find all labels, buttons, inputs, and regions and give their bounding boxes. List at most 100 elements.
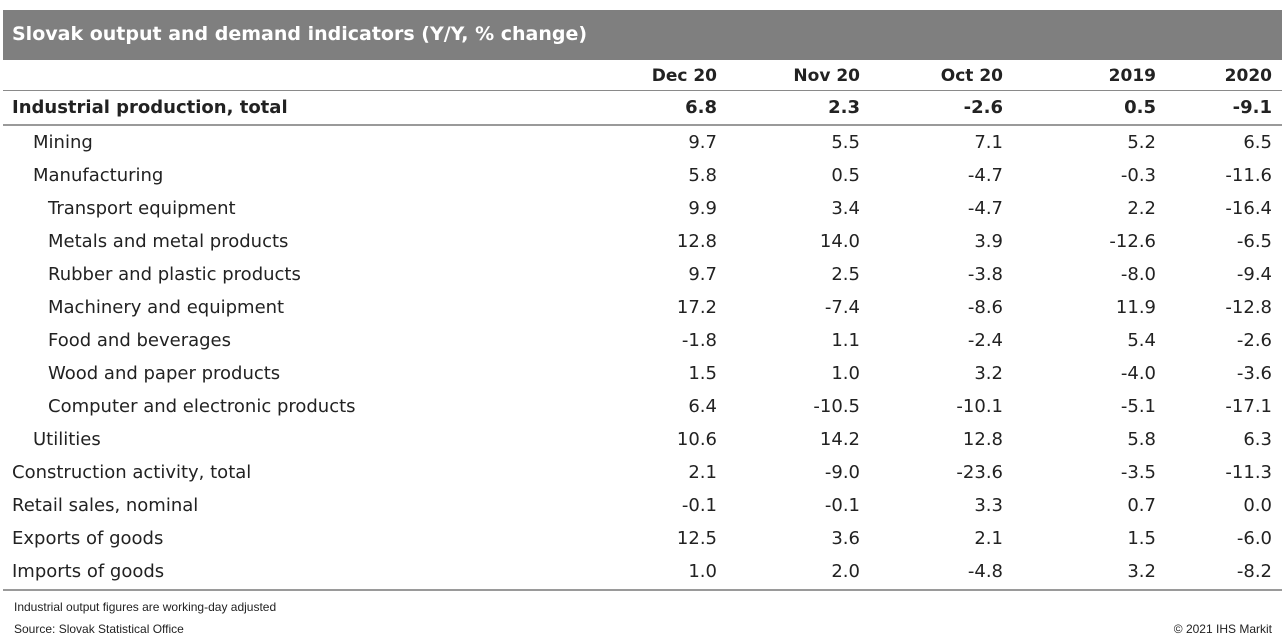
table-cell: 9.9 [688,198,717,219]
row-label: Retail sales, nominal [12,495,199,516]
column-header: Oct 20 [940,65,1003,86]
row-label: Food and beverages [48,330,232,351]
table-cell: 12.5 [676,528,717,549]
table-row: Food and beverages -1.8 1.1 -2.4 5.4 -2.… [3,324,1282,357]
table-row: Transport equipment 9.9 3.4 -4.7 2.2 -16… [3,192,1282,225]
table-row: Construction activity, total 2.1 -9.0 -2… [3,456,1282,489]
table-cell: -23.6 [956,462,1003,483]
table-cell: 6.3 [1243,429,1272,450]
table-cell: 7.1 [974,132,1003,153]
table-cell: -5.1 [1120,396,1156,417]
table-cell: -7.4 [824,297,860,318]
table-row: Rubber and plastic products 9.7 2.5 -3.8… [3,258,1282,291]
table-cell: 14.0 [819,231,860,252]
table-cell: 5.4 [1127,330,1156,351]
table-cell: -0.1 [824,495,860,516]
table-cell: 5.8 [1127,429,1156,450]
column-header: 2019 [1108,65,1156,86]
table-cell: -3.8 [967,264,1003,285]
table-row: Utilities 10.6 14.2 12.8 5.8 6.3 [3,423,1282,456]
column-header-row: Dec 20 Nov 20 Oct 20 2019 2020 [3,61,1282,91]
table-cell: -0.1 [681,495,717,516]
table-cell: 6.8 [685,97,717,118]
table-cell: 2.1 [974,528,1003,549]
row-label: Computer and electronic products [48,396,356,417]
table-cell: 3.9 [974,231,1003,252]
table-title: Slovak output and demand indicators (Y/Y… [3,10,1282,60]
table-cell: 1.0 [688,561,717,582]
table-cell: 3.6 [831,528,860,549]
table-cell: 9.7 [688,132,717,153]
source-note: Source: Slovak Statistical Office [14,622,184,636]
table-cell: 0.5 [1124,97,1156,118]
table-cell: -9.1 [1232,97,1272,118]
table-cell: 2.3 [828,97,860,118]
table-cell: 1.5 [1127,528,1156,549]
table-row: Retail sales, nominal -0.1 -0.1 3.3 0.7 … [3,489,1282,522]
table-cell: 5.8 [688,165,717,186]
table-cell: 12.8 [962,429,1003,450]
bottom-divider [3,589,1282,591]
table-cell: -1.8 [681,330,717,351]
row-label: Utilities [33,429,101,450]
table-row: Computer and electronic products 6.4 -10… [3,390,1282,423]
row-label: Industrial production, total [12,97,288,118]
table-cell: 17.2 [676,297,717,318]
table-cell: -8.0 [1120,264,1156,285]
table-row: Metals and metal products 12.8 14.0 3.9 … [3,225,1282,258]
table-cell: -10.1 [956,396,1003,417]
table-cell: 0.0 [1243,495,1272,516]
table-cell: -4.0 [1120,363,1156,384]
table-row: Manufacturing 5.8 0.5 -4.7 -0.3 -11.6 [3,159,1282,192]
table-cell: 10.6 [676,429,717,450]
table-cell: 3.2 [974,363,1003,384]
table-cell: -9.4 [1236,264,1272,285]
column-header: 2020 [1224,65,1272,86]
table-cell: 3.2 [1127,561,1156,582]
table-cell: 5.5 [831,132,860,153]
table-cell: -17.1 [1225,396,1272,417]
table-cell: 3.4 [831,198,860,219]
table-cell: 1.5 [688,363,717,384]
table-cell: -2.4 [967,330,1003,351]
table-cell: -2.6 [1236,330,1272,351]
row-label: Exports of goods [12,528,164,549]
row-label: Wood and paper products [48,363,281,384]
table-cell: 6.4 [688,396,717,417]
column-header: Dec 20 [651,65,717,86]
table-row: Machinery and equipment 17.2 -7.4 -8.6 1… [3,291,1282,324]
table-cell: -4.8 [967,561,1003,582]
table-cell: -3.6 [1236,363,1272,384]
row-label: Rubber and plastic products [48,264,301,285]
table-cell: 14.2 [819,429,860,450]
table-cell: -4.7 [967,198,1003,219]
table-cell: -9.0 [824,462,860,483]
table-cell: -11.3 [1225,462,1272,483]
table-cell: 2.1 [688,462,717,483]
table-cell: 5.2 [1127,132,1156,153]
table-cell: 2.0 [831,561,860,582]
table-row: Imports of goods 1.0 2.0 -4.8 3.2 -8.2 [3,555,1282,588]
table-cell: -6.5 [1236,231,1272,252]
table-cell: -16.4 [1225,198,1272,219]
table-cell: 12.8 [676,231,717,252]
table-row: Mining 9.7 5.5 7.1 5.2 6.5 [3,126,1282,159]
table-row-total: Industrial production, total 6.8 2.3 -2.… [3,91,1282,126]
row-label: Construction activity, total [12,462,252,483]
table-cell: -3.5 [1120,462,1156,483]
table-cell: 9.7 [688,264,717,285]
row-label: Manufacturing [33,165,164,186]
table-cell: 11.9 [1115,297,1156,318]
table-row: Wood and paper products 1.5 1.0 3.2 -4.0… [3,357,1282,390]
table-cell: 1.1 [831,330,860,351]
copyright-notice: © 2021 IHS Markit [1173,622,1272,636]
table-cell: -2.6 [963,97,1003,118]
table-cell: 1.0 [831,363,860,384]
table-cell: 2.2 [1127,198,1156,219]
row-label: Metals and metal products [48,231,289,252]
table-cell: -12.6 [1109,231,1156,252]
row-label: Imports of goods [12,561,165,582]
table-cell: -4.7 [967,165,1003,186]
table-cell: -12.8 [1225,297,1272,318]
table-cell: -0.3 [1120,165,1156,186]
